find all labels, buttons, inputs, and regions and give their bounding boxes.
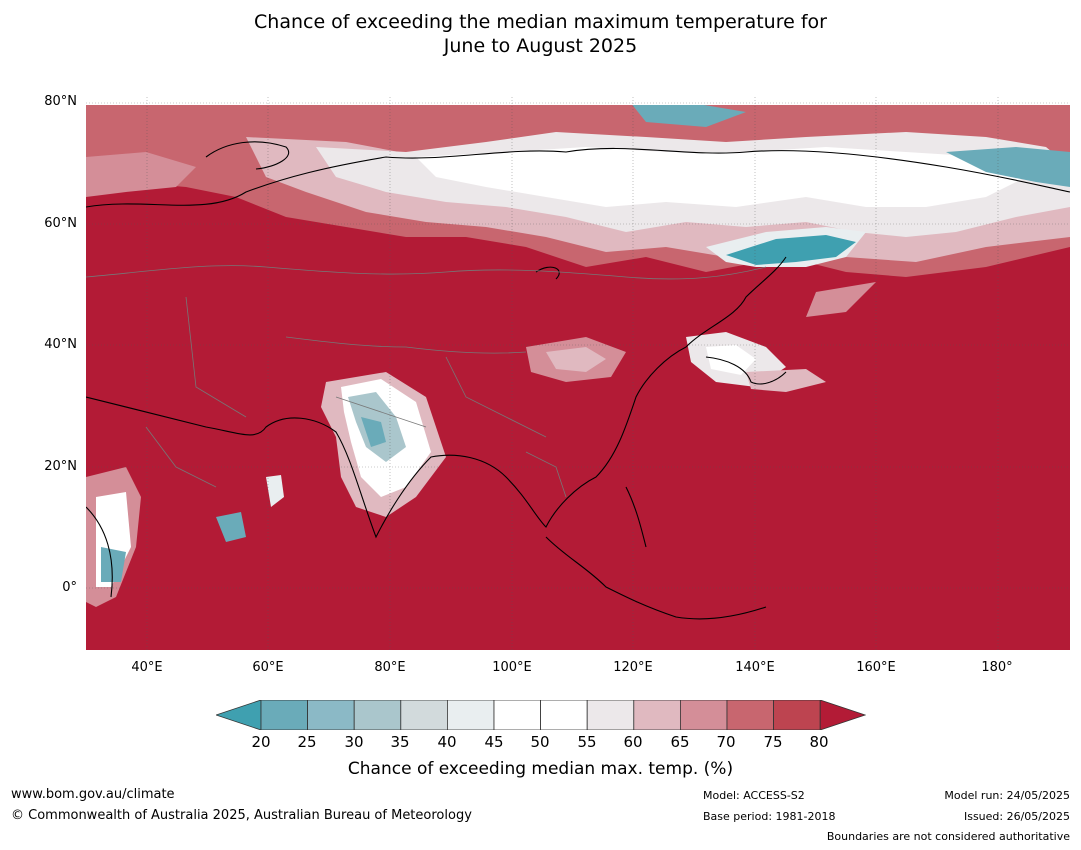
india-anomaly-region [321, 372, 446, 517]
graticule [86, 97, 1070, 650]
lon-label-100e: 100°E [492, 660, 532, 675]
lon-label-40e: 40°E [131, 660, 163, 675]
coastlines [86, 141, 1070, 620]
colorbar [216, 700, 866, 730]
country-boundaries [86, 265, 767, 498]
map-canvas [86, 97, 1070, 650]
base-period: Base period: 1981-2018 [703, 810, 836, 823]
colorbar-segment [446, 700, 495, 730]
lon-label-80e: 80°E [374, 660, 406, 675]
colorbar-segment [260, 700, 308, 730]
colorbar-segment [493, 700, 541, 730]
colorbar-segment [586, 700, 635, 730]
lat-label-40n: 40°N [44, 337, 77, 352]
colorbar-segment [353, 700, 402, 730]
lon-label-120e: 120°E [613, 660, 653, 675]
colorbar-tick: 50 [530, 733, 550, 751]
colorbar-segment [679, 700, 728, 730]
colorbar-extend-low [216, 700, 262, 730]
copyright-text: © Commonwealth of Australia 2025, Austra… [11, 808, 472, 823]
colorbar-tick: 30 [344, 733, 364, 751]
colorbar-tick: 70 [716, 733, 736, 751]
colorbar-segment [400, 700, 448, 730]
lat-label-20n: 20°N [44, 459, 77, 474]
colorbar-segment [540, 700, 588, 730]
lon-label-140e: 140°E [735, 660, 775, 675]
colorbar-tick: 65 [670, 733, 690, 751]
colorbar-extend-high [819, 700, 866, 730]
lat-label-60n: 60°N [44, 216, 77, 231]
colorbar-tick: 75 [763, 733, 783, 751]
arabian-sea-patch [216, 512, 246, 542]
issued-date: Issued: 26/05/2025 [963, 810, 1070, 823]
lat-label-80n: 80°N [44, 94, 77, 109]
colorbar-tick: 20 [251, 733, 271, 751]
colorbar-tick: 80 [809, 733, 829, 751]
colorbar-segment [307, 700, 355, 730]
lon-label-160e: 160°E [856, 660, 896, 675]
boundaries-disclaimer: Boundaries are not considered authoritat… [826, 830, 1070, 843]
model-name: Model: ACCESS-S2 [703, 789, 805, 802]
colorbar-tick: 35 [390, 733, 410, 751]
website-link[interactable]: www.bom.gov.au/climate [11, 787, 175, 802]
lon-label-60e: 60°E [252, 660, 284, 675]
model-run-date: Model run: 24/05/2025 [944, 789, 1070, 802]
lat-label-equator: 0° [62, 580, 77, 595]
colorbar-segment [773, 700, 821, 730]
colorbar-tick: 55 [577, 733, 597, 751]
colorbar-segment [726, 700, 774, 730]
colorbar-title: Chance of exceeding median max. temp. (%… [347, 759, 734, 779]
map-title-line1: Chance of exceeding the median maximum t… [254, 11, 827, 33]
colorbar-tick: 25 [297, 733, 317, 751]
lon-label-180: 180° [981, 660, 1013, 675]
map-title-line2: June to August 2025 [443, 35, 638, 57]
siberia-anomaly-region [86, 97, 1070, 277]
colorbar-tick: 60 [623, 733, 643, 751]
probability-map [86, 97, 1070, 650]
colorbar-tick: 45 [484, 733, 504, 751]
colorbar-tick: 40 [437, 733, 457, 751]
colorbar-segment [633, 700, 681, 730]
